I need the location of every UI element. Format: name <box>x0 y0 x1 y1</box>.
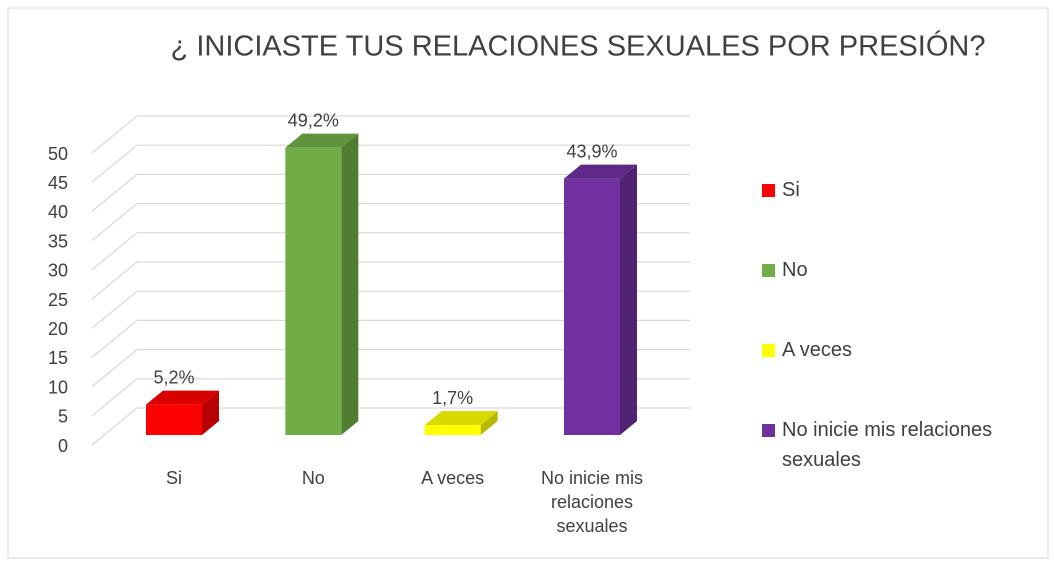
y-tick-label: 45 <box>48 173 68 193</box>
legend-label: No inicie mis relaciones sexuales <box>782 419 993 471</box>
grid-line <box>91 173 690 212</box>
data-label: 49,2% <box>288 110 339 130</box>
y-tick-label: 40 <box>48 202 68 222</box>
data-label: 1,7% <box>432 388 473 408</box>
y-tick-label: 20 <box>48 319 68 339</box>
bar-top <box>285 133 359 148</box>
bar <box>146 404 202 435</box>
y-tick-label: 5 <box>58 407 68 427</box>
data-label: 43,9% <box>566 141 617 161</box>
bar-side <box>620 164 637 435</box>
bar-top <box>146 390 219 405</box>
bar-side <box>480 411 498 435</box>
x-tick-label: No inicie mis relaciones sexuales <box>540 468 644 536</box>
y-tick-label: 30 <box>48 261 68 281</box>
grid-line <box>91 203 690 242</box>
grid-line <box>91 349 690 388</box>
y-tick-label: 50 <box>48 144 68 164</box>
bar-top <box>424 411 498 426</box>
grid-line <box>91 378 690 417</box>
bar-top <box>564 164 637 179</box>
grid-line <box>91 261 690 300</box>
grid-line <box>91 319 690 358</box>
bar <box>424 425 481 435</box>
legend-label: A veces <box>782 339 853 361</box>
y-tick-label: 0 <box>58 436 68 456</box>
y-tick-label: 10 <box>48 377 68 397</box>
data-label: 5,2% <box>153 367 194 387</box>
bar <box>285 147 342 435</box>
grid-line <box>91 407 690 446</box>
y-tick-label: 35 <box>48 231 68 251</box>
x-tick-label: A veces <box>421 468 485 488</box>
y-tick-label: 25 <box>48 290 68 310</box>
chart-border <box>7 7 1049 559</box>
grid-line <box>91 115 690 154</box>
grid-line <box>91 232 690 271</box>
bar-side <box>341 133 359 435</box>
bar-side <box>202 390 219 435</box>
x-tick-label: No <box>301 468 325 488</box>
bar <box>564 178 620 435</box>
legend-swatch <box>762 184 775 197</box>
legend-label: Si <box>782 179 800 201</box>
x-tick-label: Si <box>165 468 182 488</box>
grid-line <box>91 290 690 329</box>
y-tick-label: 15 <box>48 348 68 368</box>
legend-swatch <box>762 264 775 277</box>
grid-line <box>91 144 690 183</box>
legend-swatch <box>762 344 775 357</box>
legend-swatch <box>762 424 775 437</box>
legend-label: No <box>782 259 808 281</box>
chart-title: ¿ INICIASTE TUS RELACIONES SEXUALES POR … <box>171 30 986 63</box>
